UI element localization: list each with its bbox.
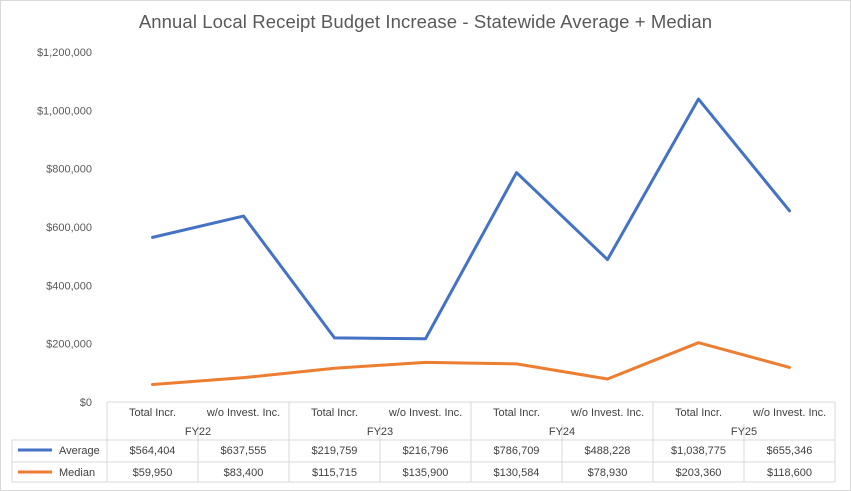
data-table-value: $83,400 bbox=[224, 467, 264, 479]
data-table-value: $135,900 bbox=[403, 467, 449, 479]
data-table-value: $1,038,775 bbox=[671, 445, 726, 457]
data-table-value: $118,600 bbox=[767, 467, 812, 479]
data-table-value: $564,404 bbox=[130, 445, 176, 457]
y-tick-label: $0 bbox=[80, 397, 92, 409]
x-category-label: Total Incr. bbox=[675, 407, 722, 419]
data-table-value: $655,346 bbox=[767, 445, 813, 457]
data-table-value: $115,715 bbox=[312, 467, 357, 479]
y-tick-label: $1,000,000 bbox=[37, 105, 92, 117]
x-category-label: Total Incr. bbox=[129, 407, 176, 419]
y-tick-label: $600,000 bbox=[46, 222, 92, 234]
chart-title: Annual Local Receipt Budget Increase - S… bbox=[138, 11, 713, 32]
data-table-value: $216,796 bbox=[403, 445, 449, 457]
legend-label: Median bbox=[59, 467, 95, 479]
x-group-label: FY22 bbox=[185, 426, 211, 438]
y-tick-label: $1,200,000 bbox=[37, 47, 92, 59]
x-category-label: w/o Invest. Inc. bbox=[570, 407, 644, 419]
x-group-label: FY24 bbox=[549, 426, 575, 438]
data-table-value: $130,584 bbox=[494, 467, 540, 479]
y-tick-label: $800,000 bbox=[46, 164, 92, 176]
data-table-value: $78,930 bbox=[588, 467, 628, 479]
series-line-median bbox=[151, 341, 791, 387]
data-table-value: $59,950 bbox=[133, 467, 173, 479]
x-group-label: FY25 bbox=[731, 426, 757, 438]
data-table-value: $203,360 bbox=[676, 467, 722, 479]
data-table-value: $488,228 bbox=[585, 445, 631, 457]
x-category-label: w/o Invest. Inc. bbox=[388, 407, 462, 419]
data-table-value: $637,555 bbox=[221, 445, 267, 457]
y-tick-label: $200,000 bbox=[46, 339, 92, 351]
x-category-label: w/o Invest. Inc. bbox=[752, 407, 826, 419]
y-tick-label: $400,000 bbox=[46, 280, 92, 292]
series-line-average bbox=[151, 97, 791, 341]
x-category-label: Total Incr. bbox=[493, 407, 540, 419]
data-table-value: $786,709 bbox=[494, 445, 540, 457]
x-category-label: Total Incr. bbox=[311, 407, 358, 419]
x-category-label: w/o Invest. Inc. bbox=[206, 407, 280, 419]
x-group-label: FY23 bbox=[367, 426, 393, 438]
data-table-value: $219,759 bbox=[312, 445, 358, 457]
legend-label: Average bbox=[59, 445, 100, 457]
